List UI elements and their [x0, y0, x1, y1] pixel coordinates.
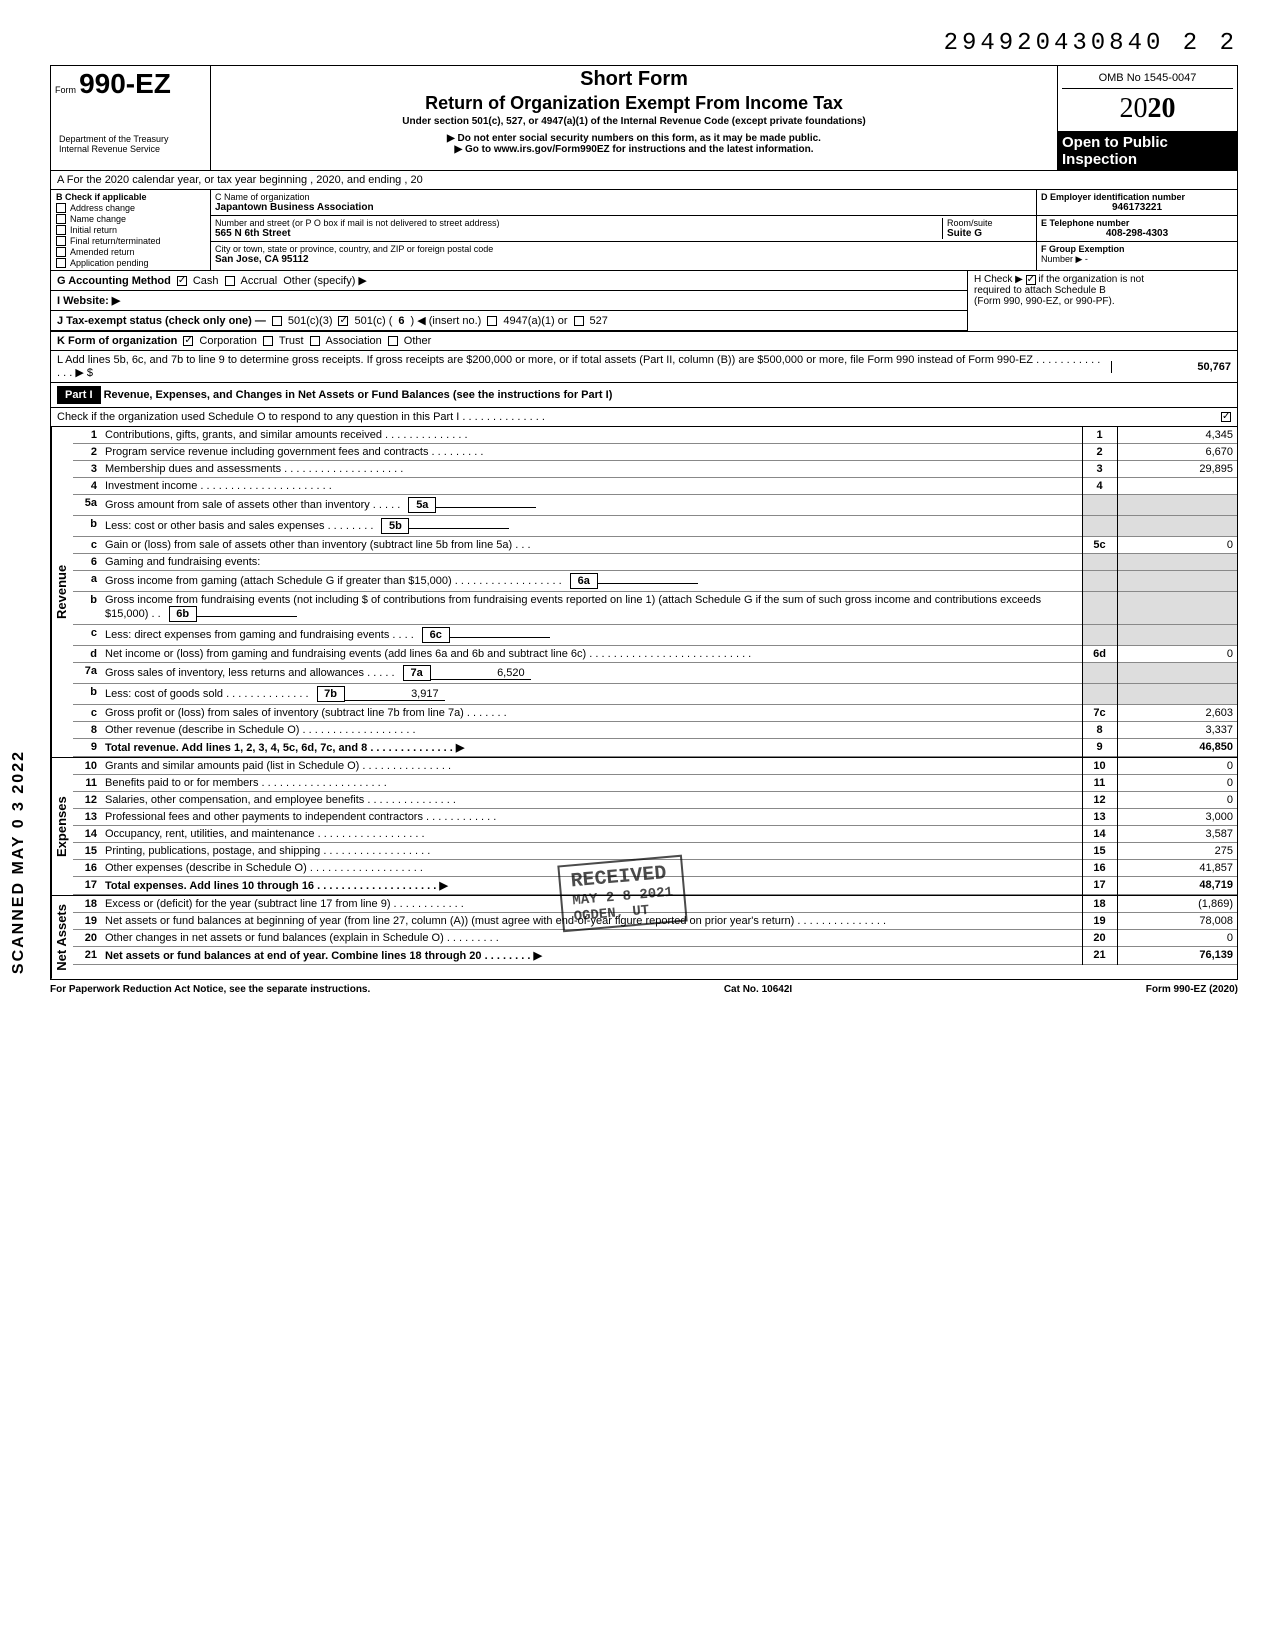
- form-header: Form 990-EZ Department of the Treasury I…: [50, 65, 1238, 171]
- l-text: L Add lines 5b, 6c, and 7b to line 9 to …: [57, 354, 1105, 379]
- omb-no: OMB No 1545-0047: [1062, 68, 1233, 89]
- chk-other[interactable]: [388, 336, 398, 346]
- form-label: Form: [55, 85, 76, 95]
- amt-18: (1,869): [1117, 896, 1237, 913]
- amt-6d: 0: [1117, 646, 1237, 663]
- amt-16: 41,857: [1117, 860, 1237, 877]
- amt-1: 4,345: [1117, 427, 1237, 444]
- g-label: G Accounting Method: [57, 275, 171, 287]
- amt-11: 0: [1117, 775, 1237, 792]
- chk-part1-schedo[interactable]: [1221, 412, 1231, 422]
- dept-line2: Internal Revenue Service: [59, 144, 202, 154]
- row-a: A For the 2020 calendar year, or tax yea…: [50, 171, 1238, 190]
- dln-number: 294920430840 2 2: [50, 30, 1238, 57]
- l-value: 50,767: [1111, 361, 1231, 373]
- title-arrow1: ▶ Do not enter social security numbers o…: [215, 133, 1053, 144]
- k-label: K Form of organization: [57, 335, 177, 347]
- chk-501c3[interactable]: [272, 316, 282, 326]
- chk-527[interactable]: [574, 316, 584, 326]
- amt-13: 3,000: [1117, 809, 1237, 826]
- d-label: D Employer identification number: [1041, 192, 1233, 202]
- h-text3: required to attach Schedule B: [974, 285, 1106, 296]
- amt-19: 78,008: [1117, 913, 1237, 930]
- city-value: San Jose, CA 95112: [215, 254, 1032, 265]
- chk-schedb[interactable]: [1026, 275, 1036, 285]
- part1-title: Revenue, Expenses, and Changes in Net As…: [104, 389, 613, 401]
- chk-address[interactable]: [56, 203, 66, 213]
- amt-9: 46,850: [1117, 739, 1237, 757]
- netassets-label: Net Assets: [51, 896, 73, 979]
- sub-7b: 3,917: [345, 688, 445, 701]
- room-value: Suite G: [947, 228, 1032, 239]
- footer-right: Form 990-EZ (2020): [1146, 984, 1238, 995]
- dept-line1: Department of the Treasury: [59, 134, 202, 144]
- org-info-grid: B Check if applicable Address change Nam…: [50, 190, 1238, 271]
- amt-7c: 2,603: [1117, 705, 1237, 722]
- chk-accrual[interactable]: [225, 276, 235, 286]
- amt-14: 3,587: [1117, 826, 1237, 843]
- revenue-label: Revenue: [51, 427, 73, 757]
- chk-trust[interactable]: [263, 336, 273, 346]
- chk-501c[interactable]: [338, 316, 348, 326]
- chk-amended[interactable]: [56, 247, 66, 257]
- open-public-1: Open to Public: [1062, 134, 1233, 151]
- amt-20: 0: [1117, 930, 1237, 947]
- chk-name[interactable]: [56, 214, 66, 224]
- footer-left: For Paperwork Reduction Act Notice, see …: [50, 984, 370, 995]
- chk-initial[interactable]: [56, 225, 66, 235]
- h-text4: (Form 990, 990-EZ, or 990-PF).: [974, 296, 1115, 307]
- addr-label: Number and street (or P O box if mail is…: [215, 218, 942, 228]
- chk-pending[interactable]: [56, 258, 66, 268]
- amt-15: 275: [1117, 843, 1237, 860]
- ein-value: 946173221: [1041, 202, 1233, 213]
- amt-21: 76,139: [1117, 947, 1237, 965]
- chk-corp[interactable]: [183, 336, 193, 346]
- f-value: Number ▶ -: [1041, 254, 1233, 265]
- j-label: J Tax-exempt status (check only one) —: [57, 315, 266, 327]
- amt-5c: 0: [1117, 537, 1237, 554]
- addr-value: 565 N 6th Street: [215, 228, 942, 239]
- form-number: 990-EZ: [79, 68, 171, 99]
- i-website: I Website: ▶: [57, 294, 120, 307]
- open-public-2: Inspection: [1062, 151, 1233, 168]
- org-name: Japantown Business Association: [215, 202, 1032, 213]
- c-label: C Name of organization: [215, 192, 1032, 202]
- amt-8: 3,337: [1117, 722, 1237, 739]
- title-under: Under section 501(c), 527, or 4947(a)(1)…: [215, 116, 1053, 127]
- amt-4: [1117, 478, 1237, 495]
- f-label: F Group Exemption: [1041, 244, 1233, 254]
- city-label: City or town, state or province, country…: [215, 244, 1032, 254]
- chk-4947[interactable]: [487, 316, 497, 326]
- e-label: E Telephone number: [1041, 218, 1233, 228]
- chk-assoc[interactable]: [310, 336, 320, 346]
- part1-check-text: Check if the organization used Schedule …: [57, 411, 545, 423]
- title-main: Short Form: [215, 68, 1053, 91]
- year-prefix: 20: [1120, 93, 1148, 124]
- part1-label: Part I: [57, 386, 101, 404]
- chk-final[interactable]: [56, 236, 66, 246]
- amt-2: 6,670: [1117, 444, 1237, 461]
- footer-mid: Cat No. 10642I: [724, 984, 792, 995]
- check-b-label: B Check if applicable: [56, 192, 205, 202]
- scanned-side: SCANNED MAY 0 3 2022: [10, 750, 28, 974]
- amt-10: 0: [1117, 758, 1237, 775]
- room-label: Room/suite: [947, 218, 1032, 228]
- sub-7a: 6,520: [431, 667, 531, 680]
- expenses-label: Expenses: [51, 758, 73, 895]
- amt-3: 29,895: [1117, 461, 1237, 478]
- phone-value: 408-298-4303: [1041, 228, 1233, 239]
- title-sub: Return of Organization Exempt From Incom…: [215, 93, 1053, 114]
- chk-cash[interactable]: [177, 276, 187, 286]
- h-text: H Check ▶: [974, 274, 1023, 285]
- h-text2: if the organization is not: [1038, 274, 1144, 285]
- amt-12: 0: [1117, 792, 1237, 809]
- year-bold: 20: [1148, 93, 1176, 124]
- title-arrow2: ▶ Go to www.irs.gov/Form990EZ for instru…: [215, 144, 1053, 155]
- amt-17: 48,719: [1117, 877, 1237, 895]
